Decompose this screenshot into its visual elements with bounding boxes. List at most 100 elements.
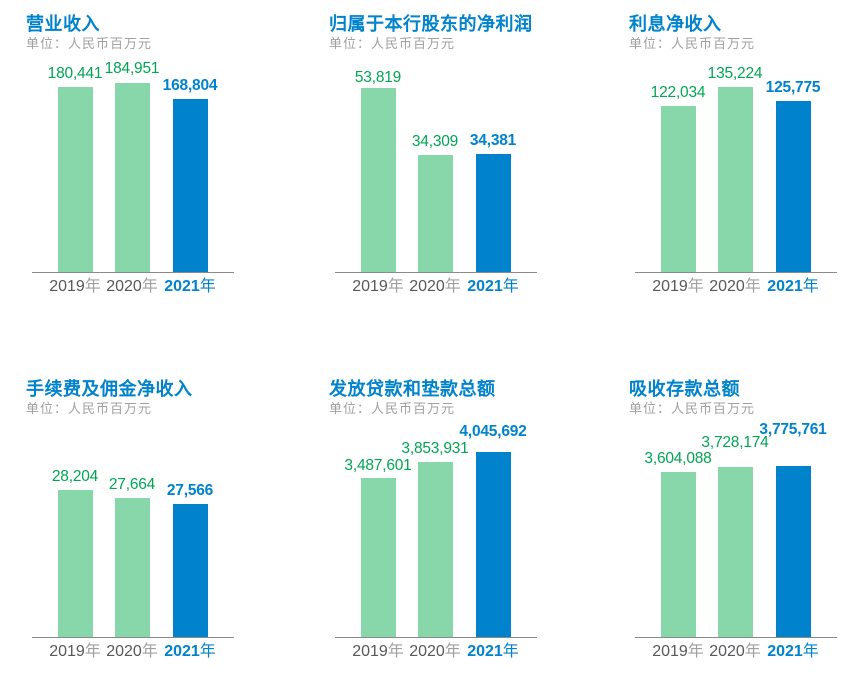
- chart-net-fee-commission-income: 手续费及佣金净收入 单位：人民币百万元 28,204 27,664 27,566…: [26, 378, 256, 664]
- x-tick-2020: 2020年: [709, 643, 761, 661]
- x-tick-2020: 2020年: [106, 643, 158, 661]
- bar-2019: [58, 87, 93, 272]
- year-number: 2019: [49, 278, 85, 295]
- bar-value-label-highlight: 34,381: [469, 132, 517, 149]
- year-suffix: 年: [141, 278, 158, 295]
- year-suffix: 年: [444, 643, 461, 660]
- bar-value-label: 3,853,931: [401, 440, 469, 457]
- year-suffix: 年: [744, 278, 761, 295]
- chart-title: 吸收存款总额: [629, 379, 740, 399]
- year-suffix: 年: [502, 643, 519, 660]
- bar-2021: [776, 466, 811, 637]
- x-tick-2021: 2021年: [164, 278, 216, 296]
- year-number: 2020: [106, 278, 142, 295]
- x-tick-2020: 2020年: [709, 278, 761, 296]
- chart-unit-label: 单位：人民币百万元: [329, 36, 456, 51]
- bar-value-label: 3,487,601: [344, 457, 412, 474]
- chart-unit-label: 单位：人民币百万元: [26, 36, 153, 51]
- year-suffix: 年: [502, 278, 519, 295]
- chart-total-deposits: 吸收存款总额 单位：人民币百万元 3,604,088 3,728,174 3,7…: [629, 378, 848, 664]
- year-number: 2021: [467, 278, 503, 295]
- x-tick-2019: 2019年: [652, 643, 704, 661]
- chart-net-interest-income: 利息净收入 单位：人民币百万元 122,034 135,224 125,775 …: [629, 13, 848, 299]
- chart-title: 手续费及佣金净收入: [26, 379, 193, 399]
- bar-2020: [718, 87, 753, 272]
- bar-2020: [418, 155, 453, 272]
- x-tick-2019: 2019年: [652, 278, 704, 296]
- x-axis-labels: 2019年 2020年 2021年: [335, 642, 559, 664]
- chart-unit-label: 单位：人民币百万元: [329, 401, 456, 416]
- bar-value-label-highlight: 27,566: [166, 482, 214, 499]
- bar-plot: 53,819 34,309 34,381: [335, 69, 537, 273]
- x-tick-2021: 2021年: [767, 643, 819, 661]
- bar-value-label: 184,951: [104, 60, 160, 77]
- chart-unit-label: 单位：人民币百万元: [26, 401, 153, 416]
- x-tick-2019: 2019年: [49, 278, 101, 296]
- year-suffix: 年: [387, 278, 404, 295]
- bar-value-label: 3,728,174: [701, 434, 769, 451]
- year-number: 2021: [467, 643, 503, 660]
- year-suffix: 年: [387, 643, 404, 660]
- bar-2021: [476, 154, 511, 272]
- bar-2020: [115, 83, 150, 272]
- bar-value-label-highlight: 125,775: [765, 79, 821, 96]
- x-tick-2021: 2021年: [164, 643, 216, 661]
- year-number: 2020: [409, 278, 445, 295]
- x-axis-labels: 2019年 2020年 2021年: [635, 277, 848, 299]
- year-number: 2021: [164, 278, 200, 295]
- x-tick-2020: 2020年: [106, 278, 158, 296]
- x-tick-2019: 2019年: [352, 278, 404, 296]
- bar-value-label: 3,604,088: [644, 450, 712, 467]
- chart-net-profit: 归属于本行股东的净利润 单位：人民币百万元 53,819 34,309 34,3…: [329, 13, 559, 299]
- year-number: 2019: [652, 278, 688, 295]
- year-suffix: 年: [84, 643, 101, 660]
- chart-unit-label: 单位：人民币百万元: [629, 401, 756, 416]
- bar-value-label-highlight: 168,804: [162, 77, 218, 94]
- bar-value-label: 180,441: [47, 65, 103, 82]
- year-number: 2021: [164, 643, 200, 660]
- x-tick-2021: 2021年: [467, 278, 519, 296]
- bar-2020: [718, 467, 753, 637]
- year-suffix: 年: [744, 643, 761, 660]
- chart-unit-label: 单位：人民币百万元: [629, 36, 756, 51]
- bar-plot: 122,034 135,224 125,775: [635, 66, 837, 273]
- bar-plot: 3,604,088 3,728,174 3,775,761: [635, 422, 837, 638]
- year-suffix: 年: [84, 278, 101, 295]
- year-number: 2020: [106, 643, 142, 660]
- chart-title: 发放贷款和垫款总额: [329, 379, 496, 399]
- year-number: 2019: [352, 278, 388, 295]
- year-suffix: 年: [687, 278, 704, 295]
- year-suffix: 年: [199, 643, 216, 660]
- chart-title: 归属于本行股东的净利润: [329, 14, 533, 34]
- bar-value-label: 53,819: [354, 69, 402, 86]
- bar-2020: [418, 462, 453, 637]
- bar-value-label: 27,664: [108, 476, 156, 493]
- x-tick-2021: 2021年: [467, 643, 519, 661]
- year-suffix: 年: [141, 643, 158, 660]
- x-tick-2020: 2020年: [409, 643, 461, 661]
- chart-operating-income: 营业收入 单位：人民币百万元 180,441 184,951 168,804 2…: [26, 13, 256, 299]
- x-axis-labels: 2019年 2020年 2021年: [335, 277, 559, 299]
- x-tick-2020: 2020年: [409, 278, 461, 296]
- year-number: 2020: [709, 278, 745, 295]
- year-number: 2019: [352, 643, 388, 660]
- bar-value-label: 34,309: [411, 133, 459, 150]
- bar-2021: [776, 101, 811, 272]
- bar-value-label: 28,204: [51, 468, 99, 485]
- year-suffix: 年: [802, 643, 819, 660]
- x-tick-2021: 2021年: [767, 278, 819, 296]
- chart-title: 利息净收入: [629, 14, 722, 34]
- bar-plot: 28,204 27,664 27,566: [32, 438, 234, 638]
- x-axis-labels: 2019年 2020年 2021年: [635, 642, 848, 664]
- year-number: 2019: [652, 643, 688, 660]
- bar-2021: [476, 452, 511, 637]
- year-suffix: 年: [802, 278, 819, 295]
- bar-value-label-highlight: 3,775,761: [759, 421, 827, 438]
- chart-title: 营业收入: [26, 14, 100, 34]
- bar-value-label: 122,034: [650, 84, 706, 101]
- year-suffix: 年: [687, 643, 704, 660]
- bar-plot: 180,441 184,951 168,804: [32, 61, 234, 273]
- bar-2021: [173, 99, 208, 272]
- bar-value-label: 135,224: [707, 65, 763, 82]
- chart-total-loans: 发放贷款和垫款总额 单位：人民币百万元 3,487,601 3,853,931 …: [329, 378, 559, 664]
